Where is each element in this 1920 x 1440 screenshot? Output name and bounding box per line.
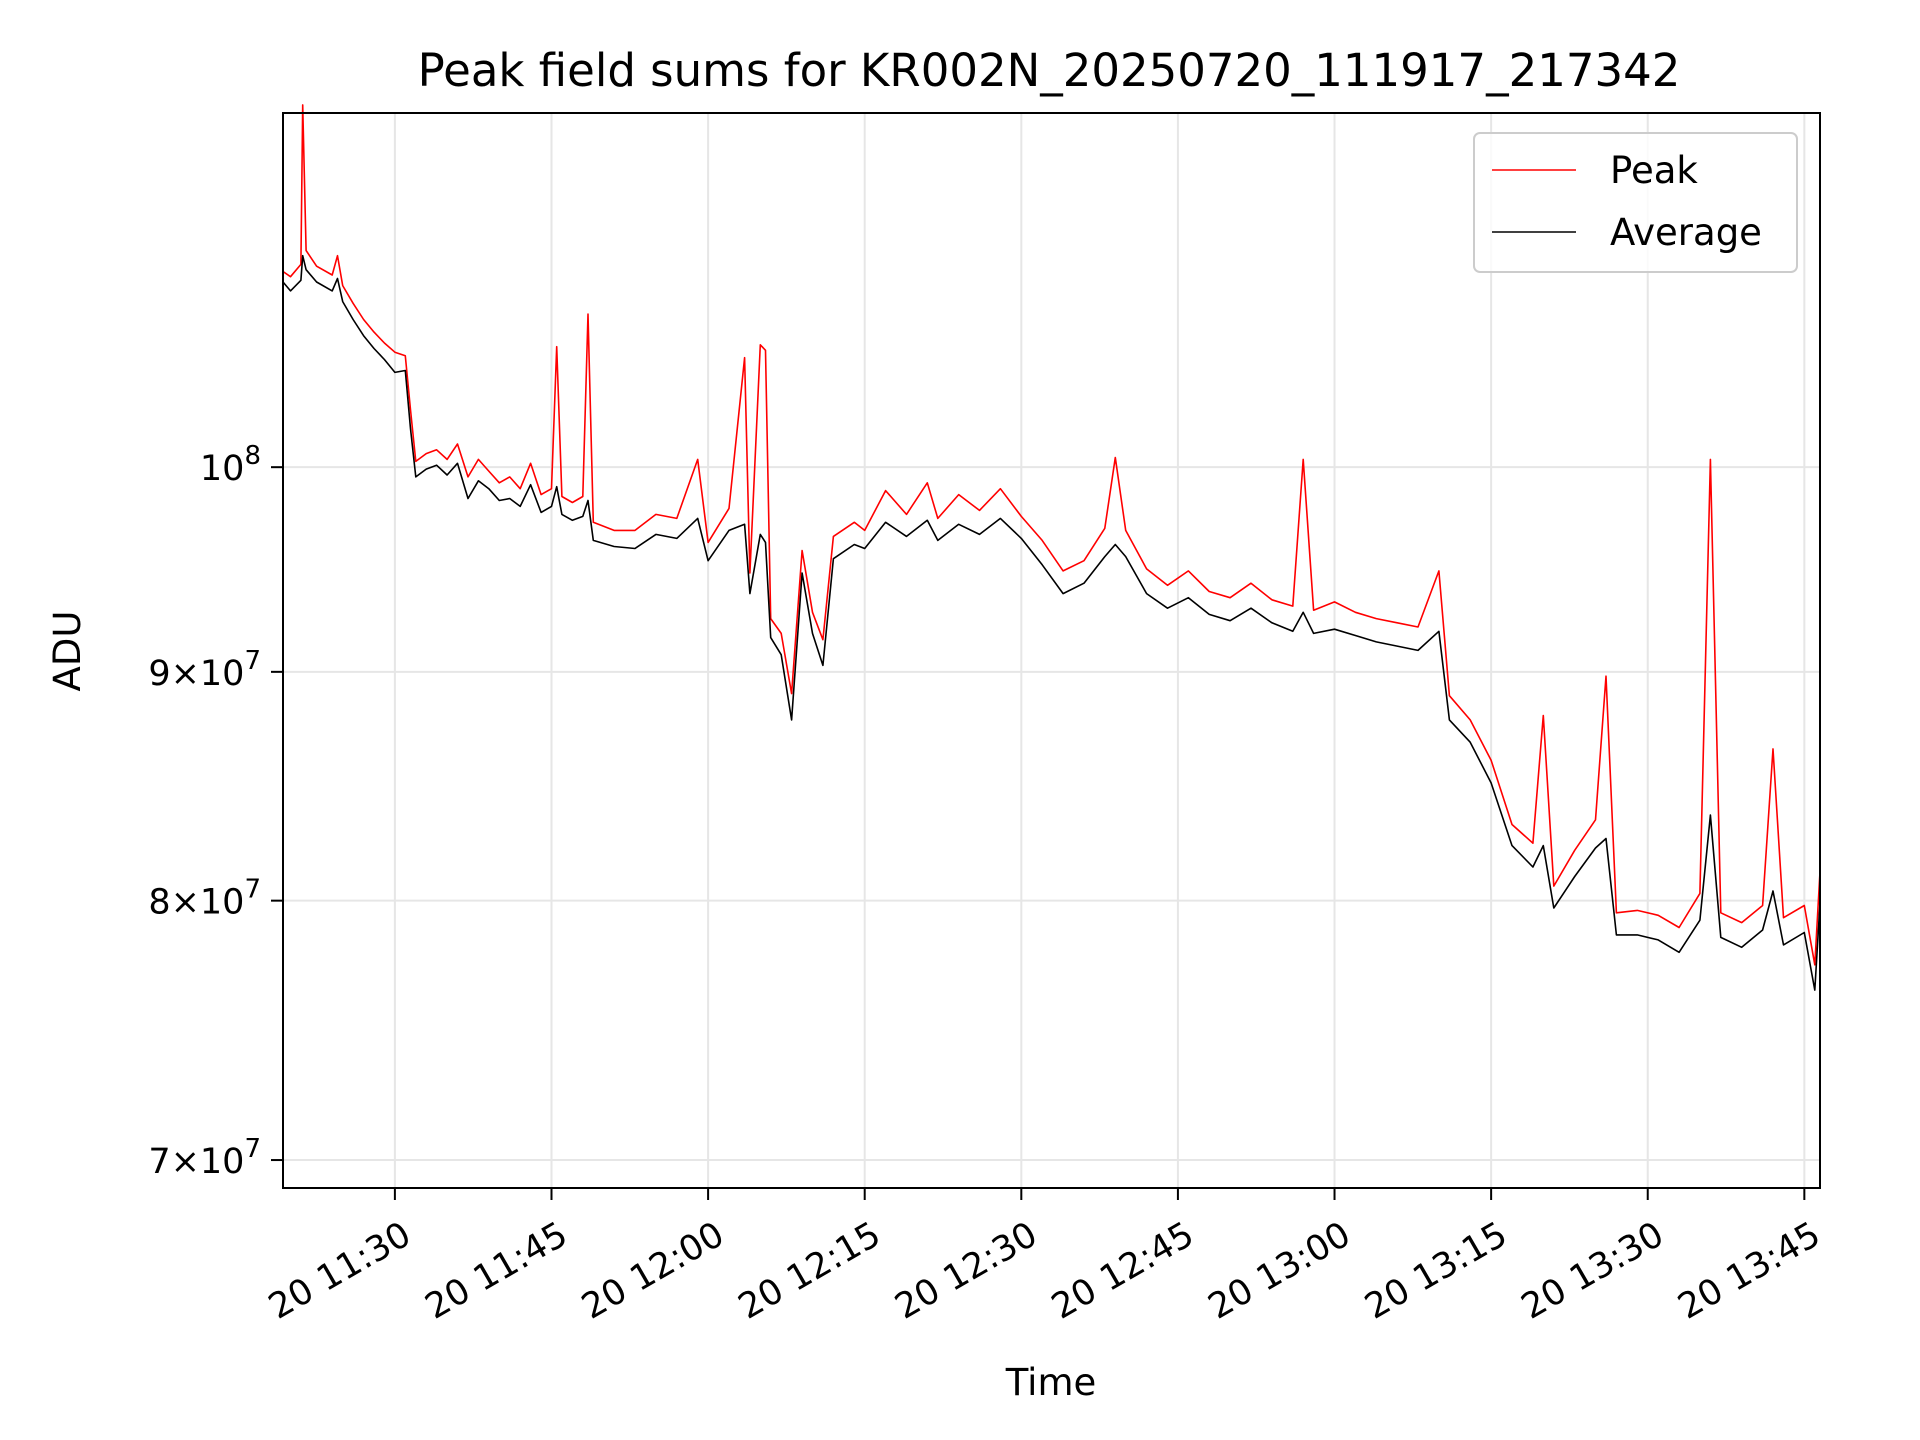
y-tick-label: 108 bbox=[200, 441, 261, 489]
y-tick-label: 8×107 bbox=[148, 875, 261, 923]
chart-title: Peak field sums for KR002N_20250720_1119… bbox=[418, 44, 1681, 97]
x-axis-label: Time bbox=[1005, 1361, 1097, 1404]
y-tick-label: 9×107 bbox=[148, 646, 261, 694]
y-axis-label: ADU bbox=[46, 611, 89, 692]
series-line-average bbox=[282, 254, 1821, 991]
series-line-peak bbox=[282, 104, 1821, 966]
grid bbox=[283, 113, 1820, 1188]
legend-box bbox=[1473, 132, 1798, 273]
legend: Peak Average bbox=[1473, 132, 1798, 273]
legend-label-peak: Peak bbox=[1610, 149, 1698, 192]
legend-label-average: Average bbox=[1610, 211, 1762, 254]
plot-series bbox=[282, 104, 1821, 991]
plot-frame bbox=[282, 112, 1821, 1189]
y-tick-label: 7×107 bbox=[148, 1134, 261, 1182]
